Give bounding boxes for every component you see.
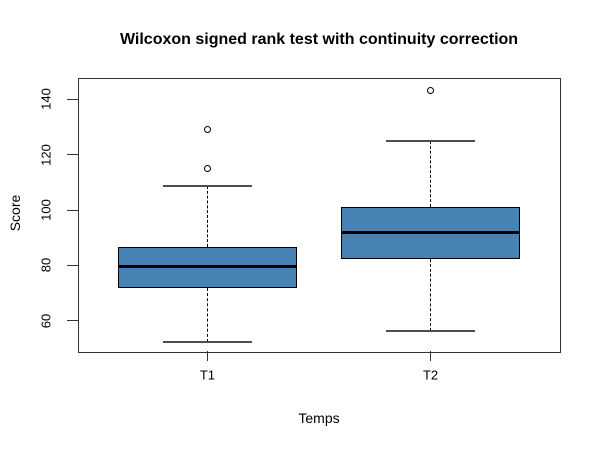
upper-whisker-cap — [162, 185, 253, 188]
upper-whisker-line — [206, 186, 208, 248]
y-tick-label: 80 — [38, 258, 54, 273]
y-tick-mark — [67, 264, 78, 266]
lower-whisker-line — [430, 258, 432, 331]
lower-whisker-cap — [162, 340, 253, 343]
y-tick-mark — [67, 154, 78, 156]
median-T2 — [341, 230, 520, 234]
y-tick-mark — [67, 209, 78, 211]
y-tick-label: 120 — [38, 143, 54, 166]
y-axis-label: Score — [7, 194, 23, 232]
y-tick-label: 100 — [38, 199, 54, 221]
y-tick-mark — [67, 320, 78, 322]
lower-whisker-cap — [385, 329, 476, 332]
lower-whisker-line — [206, 287, 208, 342]
x-tick-mark — [430, 351, 432, 361]
upper-whisker-line — [430, 140, 432, 208]
outlier-point — [203, 126, 211, 134]
outlier-point — [427, 87, 435, 95]
chart-title: Wilcoxon signed rank test with continuit… — [119, 31, 519, 48]
x-tick-mark — [206, 351, 208, 361]
y-tick-label: 60 — [38, 313, 54, 329]
upper-whisker-cap — [385, 139, 476, 142]
median-T1 — [118, 265, 297, 269]
outlier-point — [203, 164, 211, 172]
x-tick-label: T1 — [199, 367, 216, 383]
x-axis-label: Temps — [298, 410, 340, 426]
y-tick-mark — [67, 98, 78, 100]
y-tick-label: 140 — [38, 88, 54, 110]
x-tick-label: T2 — [422, 367, 439, 383]
